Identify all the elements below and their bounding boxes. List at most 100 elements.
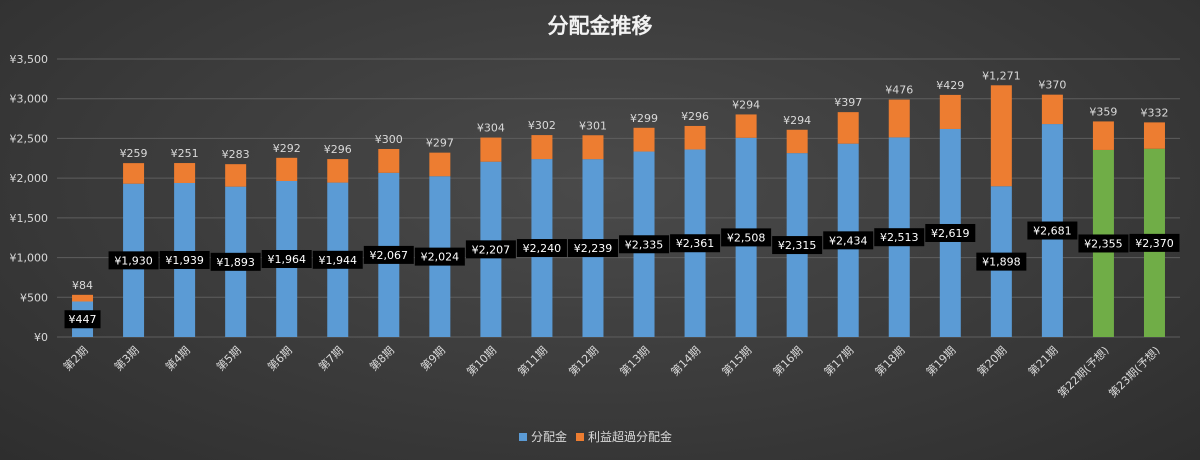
y-tick-label: ¥3,000 (10, 93, 49, 106)
data-label-excess: ¥397 (834, 96, 862, 109)
data-label-box (772, 236, 823, 255)
bar-excess-distribution (1143, 122, 1165, 149)
bar-excess-distribution (888, 99, 910, 138)
data-label-box (64, 310, 101, 329)
data-label-distribution: ¥2,240 (523, 242, 562, 255)
x-tick-label: 第9期 (418, 343, 448, 373)
data-label-box (619, 235, 670, 254)
x-tick-label: 第5期 (213, 343, 243, 373)
bars (72, 85, 1165, 337)
data-label-box (210, 252, 261, 271)
data-label-excess: ¥251 (171, 147, 199, 160)
data-label-distribution: ¥2,434 (829, 234, 868, 247)
bar-excess-distribution (990, 85, 1012, 187)
bar-excess-distribution (429, 152, 451, 177)
data-label-distribution: ¥2,508 (727, 231, 766, 244)
data-label-excess: ¥297 (426, 137, 454, 150)
data-label-excess: ¥292 (273, 142, 301, 155)
data-label-box (721, 228, 772, 247)
x-tick-label: 第13期 (617, 343, 652, 378)
y-tick-label: ¥500 (20, 291, 48, 304)
bar-excess-distribution (327, 159, 349, 183)
bar-excess-distribution (786, 129, 808, 154)
data-label-excess: ¥294 (732, 98, 760, 111)
data-label-excess: ¥296 (681, 110, 709, 123)
legend-label-excess-distribution: 利益超過分配金 (588, 429, 672, 444)
data-label-distribution: ¥2,370 (1135, 237, 1174, 250)
x-tick-label: 第2期 (60, 343, 90, 373)
x-tick-label: 第14期 (668, 343, 703, 378)
x-tick-label: 第12期 (566, 343, 601, 378)
x-tick-label: 第3期 (111, 343, 141, 373)
data-label-box (1129, 233, 1180, 252)
bar-excess-distribution (1041, 94, 1063, 125)
bar-excess-distribution (225, 164, 247, 187)
data-label-box (567, 239, 618, 258)
data-label-box (516, 239, 567, 258)
data-label-excess: ¥300 (375, 133, 403, 146)
data-label-box (414, 247, 465, 266)
bar-excess-distribution (531, 135, 553, 160)
data-label-distribution: ¥1,964 (267, 253, 306, 266)
x-tick-label: 第7期 (315, 343, 345, 373)
data-label-box (312, 250, 363, 269)
x-axis: 第2期 第3期 第4期 第5期 第6期 第7期 第8期 第9期 第10期 第11期 第12期 第13期… (60, 343, 1162, 400)
x-tick-label: 第6期 (264, 343, 294, 373)
data-label-distribution: ¥1,930 (114, 254, 153, 267)
data-label-distribution: ¥2,681 (1033, 225, 1072, 238)
data-label-excess: ¥370 (1038, 79, 1066, 92)
data-label-distribution: ¥2,024 (421, 251, 460, 264)
data-labels: ¥84 ¥447 ¥259 ¥1,930 ¥251 ¥1,939 ¥283 ¥1,893 ¥29… (64, 69, 1180, 329)
data-label-box (976, 252, 1027, 271)
x-tick-label: 第22期(予想) (1055, 343, 1112, 400)
data-label-distribution: ¥2,335 (625, 238, 664, 251)
data-label-box (108, 251, 159, 270)
data-label-distribution: ¥1,898 (982, 256, 1021, 269)
data-label-box (670, 234, 721, 253)
data-label-distribution: ¥2,361 (676, 237, 715, 250)
data-label-box (1027, 221, 1078, 240)
data-label-distribution: ¥2,315 (778, 239, 817, 252)
data-label-excess: ¥304 (477, 122, 505, 135)
bar-excess-distribution (939, 94, 961, 129)
x-tick-label: 第19期 (923, 343, 958, 378)
bar-excess-distribution (123, 163, 145, 184)
legend-swatch-excess-distribution (576, 433, 584, 441)
data-label-excess: ¥301 (579, 119, 607, 132)
bar-excess-distribution (276, 157, 298, 182)
data-label-excess: ¥259 (120, 147, 148, 160)
data-label-excess: ¥302 (528, 119, 556, 132)
data-label-box (363, 245, 414, 264)
data-label-excess: ¥296 (324, 143, 352, 156)
bar-excess-distribution (1092, 121, 1114, 150)
bar-excess-distribution (633, 127, 655, 152)
legend: 分配金 利益超過分配金 (519, 429, 672, 444)
data-label-distribution: ¥1,939 (165, 254, 204, 267)
data-label-box (465, 240, 516, 259)
data-label-excess: ¥283 (222, 148, 250, 161)
bar-excess-distribution (684, 125, 706, 150)
x-tick-label: 第16期 (770, 343, 805, 378)
data-label-box (823, 231, 874, 250)
data-label-distribution: ¥2,239 (574, 242, 613, 255)
x-tick-label: 第18期 (872, 343, 907, 378)
data-label-box (874, 228, 925, 247)
data-label-excess: ¥299 (630, 112, 658, 125)
x-tick-label: 第4期 (162, 343, 192, 373)
legend-label-distribution: 分配金 (531, 429, 567, 444)
bar-excess-distribution (735, 114, 757, 138)
data-label-distribution: ¥2,619 (931, 227, 970, 240)
chart-title: 分配金推移 (548, 14, 653, 38)
y-tick-label: ¥1,500 (10, 212, 49, 225)
data-label-box (1078, 234, 1129, 253)
data-label-distribution: ¥1,893 (216, 256, 255, 269)
data-label-distribution: ¥447 (69, 313, 97, 326)
x-tick-label: 第23期(予想) (1106, 343, 1163, 400)
data-label-distribution: ¥2,207 (472, 243, 511, 256)
data-label-distribution: ¥2,067 (370, 249, 409, 262)
data-label-distribution: ¥2,513 (880, 231, 919, 244)
y-tick-label: ¥2,000 (10, 172, 49, 185)
bar-excess-distribution (837, 112, 859, 144)
data-label-box (159, 250, 210, 269)
y-tick-label: ¥2,500 (10, 132, 49, 145)
